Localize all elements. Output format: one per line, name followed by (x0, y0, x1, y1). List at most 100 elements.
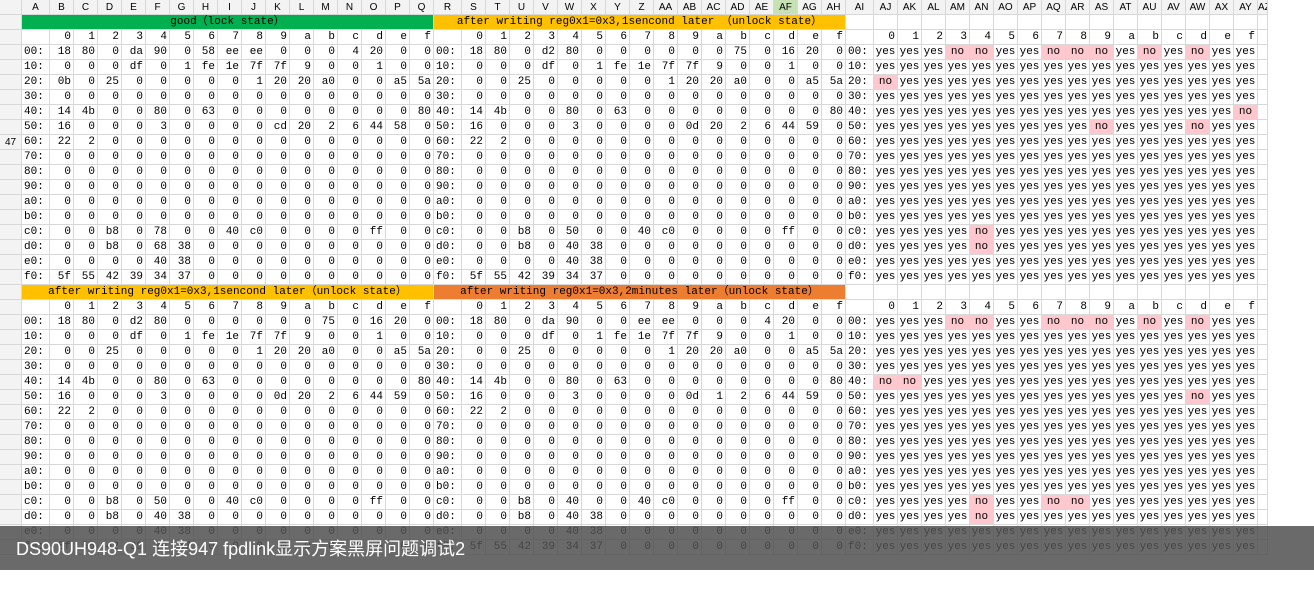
hex-cell[interactable]: 80 (486, 45, 510, 60)
compare-yes-cell[interactable]: yes (1186, 435, 1210, 450)
hex-cell[interactable]: 0 (798, 405, 822, 420)
column-header[interactable]: AG (798, 0, 822, 15)
hex-cell[interactable]: 90 (146, 45, 170, 60)
hex-cell[interactable]: 0b (50, 75, 74, 90)
compare-yes-cell[interactable]: yes (946, 210, 970, 225)
hex-cell[interactable]: 0 (678, 420, 702, 435)
compare-yes-cell[interactable]: yes (1162, 345, 1186, 360)
hex-cell[interactable]: 0 (362, 360, 386, 375)
blank-cell[interactable] (898, 285, 922, 300)
hex-cell[interactable]: 0 (798, 435, 822, 450)
hex-cell[interactable]: 0 (702, 315, 726, 330)
compare-yes-cell[interactable]: yes (970, 390, 994, 405)
hex-cell[interactable]: 0 (534, 240, 558, 255)
compare-yes-cell[interactable]: yes (1210, 495, 1234, 510)
hex-cell[interactable]: df (122, 330, 146, 345)
hex-cell[interactable]: 0 (146, 345, 170, 360)
hex-cell[interactable]: 5a (410, 345, 434, 360)
blank-cell[interactable] (1018, 285, 1042, 300)
column-header[interactable]: AP (1018, 0, 1042, 15)
compare-yes-cell[interactable]: yes (946, 345, 970, 360)
hex-cell[interactable]: 0 (98, 210, 122, 225)
compare-yes-cell[interactable]: yes (1162, 465, 1186, 480)
hex-cell[interactable]: 0 (122, 480, 146, 495)
compare-yes-cell[interactable]: yes (1138, 540, 1162, 555)
hex-cell[interactable]: 0 (486, 525, 510, 540)
hex-cell[interactable]: 0 (702, 210, 726, 225)
compare-yes-cell[interactable]: yes (1114, 540, 1138, 555)
column-header[interactable]: M (314, 0, 338, 15)
hex-cell[interactable]: 59 (798, 120, 822, 135)
hex-cell[interactable]: 0 (290, 375, 314, 390)
column-header[interactable]: N (338, 0, 362, 15)
blank-cell[interactable] (846, 285, 874, 300)
compare-yes-cell[interactable]: yes (1066, 510, 1090, 525)
hex-cell[interactable]: 40 (558, 255, 582, 270)
hex-cell[interactable]: 0 (606, 270, 630, 285)
hex-cell[interactable]: 0 (630, 405, 654, 420)
hex-cell[interactable]: 0 (74, 390, 98, 405)
blank-cell[interactable] (1258, 300, 1268, 315)
hex-cell[interactable]: 0 (386, 180, 410, 195)
hex-cell[interactable]: 0 (510, 90, 534, 105)
compare-yes-cell[interactable]: yes (1114, 420, 1138, 435)
compare-no-cell[interactable]: no (1090, 315, 1114, 330)
compare-yes-cell[interactable]: yes (1090, 180, 1114, 195)
hex-cell[interactable]: 0 (362, 435, 386, 450)
compare-yes-cell[interactable]: yes (874, 315, 898, 330)
hex-cell[interactable]: ee (242, 45, 266, 60)
hex-cell[interactable]: 0 (654, 210, 678, 225)
row-number[interactable] (0, 480, 22, 495)
blank-cell[interactable] (1258, 345, 1268, 360)
hex-cell[interactable]: 1 (654, 345, 678, 360)
hex-cell[interactable]: 0 (122, 105, 146, 120)
hex-cell[interactable]: 16 (462, 120, 486, 135)
hex-cell[interactable]: 0 (606, 120, 630, 135)
hex-cell[interactable]: 0 (362, 255, 386, 270)
hex-cell[interactable]: 0 (74, 480, 98, 495)
hex-cell[interactable]: 34 (146, 540, 170, 555)
hex-cell[interactable]: 0 (266, 150, 290, 165)
hex-cell[interactable]: 0 (558, 150, 582, 165)
compare-yes-cell[interactable]: yes (1114, 330, 1138, 345)
hex-cell[interactable]: 0 (362, 165, 386, 180)
hex-cell[interactable]: 0 (362, 375, 386, 390)
hex-cell[interactable]: 0 (386, 375, 410, 390)
hex-cell[interactable]: 0 (194, 465, 218, 480)
hex-cell[interactable]: 40 (146, 255, 170, 270)
hex-cell[interactable]: 0 (314, 330, 338, 345)
compare-yes-cell[interactable]: yes (1234, 435, 1258, 450)
hex-cell[interactable]: 0 (338, 105, 362, 120)
hex-cell[interactable]: 0 (314, 495, 338, 510)
hex-cell[interactable]: 0 (510, 315, 534, 330)
compare-yes-cell[interactable]: yes (922, 465, 946, 480)
hex-cell[interactable]: 0 (218, 345, 242, 360)
blank-cell[interactable] (1186, 15, 1210, 30)
compare-yes-cell[interactable]: yes (1162, 480, 1186, 495)
hex-cell[interactable]: 0 (774, 405, 798, 420)
hex-cell[interactable]: 0 (654, 390, 678, 405)
compare-yes-cell[interactable]: yes (1018, 210, 1042, 225)
hex-cell[interactable]: 0 (338, 135, 362, 150)
compare-yes-cell[interactable]: yes (1210, 225, 1234, 240)
hex-cell[interactable]: 0 (242, 315, 266, 330)
hex-cell[interactable]: 0 (534, 345, 558, 360)
hex-cell[interactable]: 0 (170, 105, 194, 120)
hex-cell[interactable]: 0 (822, 435, 846, 450)
hex-cell[interactable]: 0 (386, 135, 410, 150)
hex-cell[interactable]: 0 (510, 180, 534, 195)
hex-cell[interactable]: 20 (290, 345, 314, 360)
compare-yes-cell[interactable]: yes (1162, 45, 1186, 60)
hex-cell[interactable]: 0 (510, 405, 534, 420)
hex-cell[interactable]: 0 (798, 90, 822, 105)
hex-cell[interactable]: 7f (654, 60, 678, 75)
compare-yes-cell[interactable]: yes (1210, 60, 1234, 75)
hex-cell[interactable]: 0 (266, 270, 290, 285)
hex-cell[interactable]: 0 (218, 120, 242, 135)
hex-cell[interactable]: 0 (410, 195, 434, 210)
compare-yes-cell[interactable]: yes (1234, 120, 1258, 135)
hex-cell[interactable]: 0 (362, 345, 386, 360)
hex-cell[interactable]: 0 (678, 270, 702, 285)
hex-cell[interactable]: 0 (290, 150, 314, 165)
hex-cell[interactable]: 55 (486, 540, 510, 555)
